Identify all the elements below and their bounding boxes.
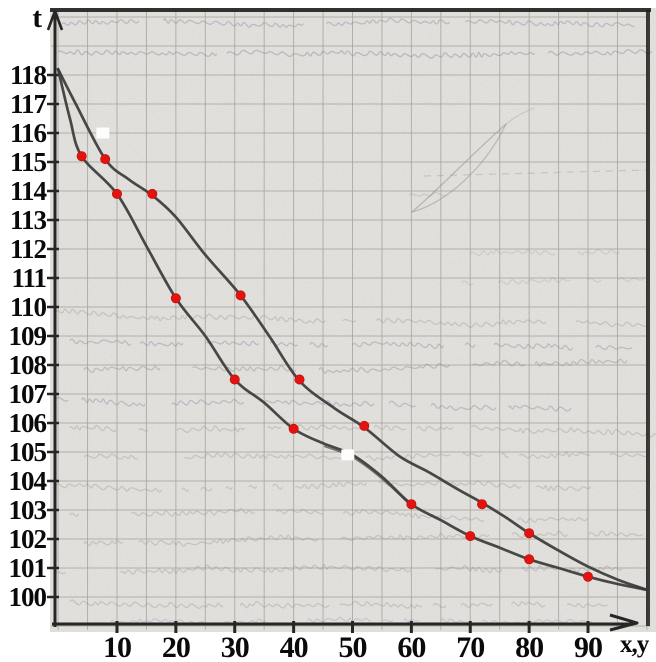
y-tick-label: 105 — [9, 437, 47, 467]
handwriting-row — [461, 277, 645, 286]
handwriting-row — [69, 508, 588, 524]
x-tick-label: 70 — [456, 631, 484, 662]
y-tick-label: 114 — [10, 176, 47, 206]
data-point — [359, 420, 370, 431]
y-tick-label: 113 — [10, 205, 47, 235]
data-point — [229, 374, 240, 385]
data-point-markers — [76, 151, 594, 582]
x-tick-label: 30 — [221, 631, 249, 662]
lower-boundary-curve — [56, 67, 649, 592]
y-tick-label: 112 — [10, 234, 47, 264]
data-point — [76, 151, 87, 162]
y-tick-label: 110 — [10, 292, 47, 322]
handwriting-row — [55, 396, 572, 412]
handwriting-row — [55, 564, 623, 575]
y-tick-label: 101 — [9, 553, 47, 583]
handwriting-row — [110, 616, 593, 625]
x-axis-arrowhead — [609, 613, 639, 632]
y-tick-label: 107 — [9, 379, 47, 409]
pencil-arc-tail — [505, 107, 535, 125]
eraser-mark — [96, 127, 110, 139]
data-point — [524, 528, 535, 539]
x-tick-label: 50 — [339, 631, 367, 662]
x-tick-label: 40 — [280, 631, 308, 662]
y-axis-title: t — [32, 2, 42, 34]
tick-labels: 1181171161151141131121111101091081071061… — [9, 60, 604, 662]
data-point — [477, 499, 488, 510]
y-axis-arrowhead — [46, 9, 64, 31]
handwriting-row — [55, 480, 592, 493]
upper-boundary-curve — [56, 67, 649, 592]
y-tick-label: 111 — [11, 263, 46, 293]
y-tick-label: 117 — [10, 89, 47, 119]
y-tick-label: 102 — [9, 524, 47, 554]
data-point — [465, 531, 476, 542]
data-point — [111, 188, 122, 199]
pencil-arc — [411, 123, 507, 213]
axes — [46, 8, 651, 633]
data-point — [235, 290, 246, 301]
y-tick-label: 116 — [10, 118, 47, 148]
data-point — [294, 374, 305, 385]
bleed-through-handwriting — [55, 17, 656, 625]
data-point — [147, 188, 158, 199]
y-tick-label: 100 — [9, 582, 47, 612]
handwriting-row — [69, 599, 608, 609]
x-tick-label: 20 — [162, 631, 190, 662]
y-tick-label: 106 — [9, 408, 47, 438]
eraser-marks — [96, 127, 355, 461]
data-point — [583, 571, 594, 582]
data-point — [100, 154, 111, 165]
x-tick-label: 10 — [103, 631, 131, 662]
x-tick-label: 60 — [397, 631, 425, 662]
handwriting-row — [57, 49, 653, 59]
handwriting-row — [69, 338, 633, 351]
data-point — [406, 499, 417, 510]
grid-lines — [51, 10, 650, 630]
handwriting-row — [83, 530, 644, 547]
pencil-arc — [411, 123, 507, 213]
handwriting-row — [83, 358, 628, 374]
curves — [56, 67, 649, 592]
pencil-sketch — [411, 107, 649, 213]
handwriting-row — [69, 424, 656, 438]
y-tick-label: 118 — [10, 60, 47, 90]
data-point — [288, 423, 299, 434]
y-tick-label: 104 — [9, 466, 47, 496]
y-tick-label: 103 — [9, 495, 47, 525]
lower-curve-double-stroke — [323, 445, 413, 508]
data-point — [170, 293, 181, 304]
x-axis-title: x,y — [620, 631, 650, 658]
x-tick-label: 80 — [515, 631, 543, 662]
y-tick-label: 109 — [9, 321, 47, 351]
data-point — [524, 554, 535, 565]
handwriting-row — [55, 308, 649, 328]
y-tick-label: 115 — [10, 147, 47, 177]
x-tick-label: 90 — [574, 631, 602, 662]
y-tick-label: 108 — [9, 350, 47, 380]
handwriting-row — [83, 451, 648, 461]
handwriting-row — [61, 17, 635, 28]
pencil-dashed-line — [423, 169, 649, 177]
eraser-mark — [341, 449, 355, 461]
